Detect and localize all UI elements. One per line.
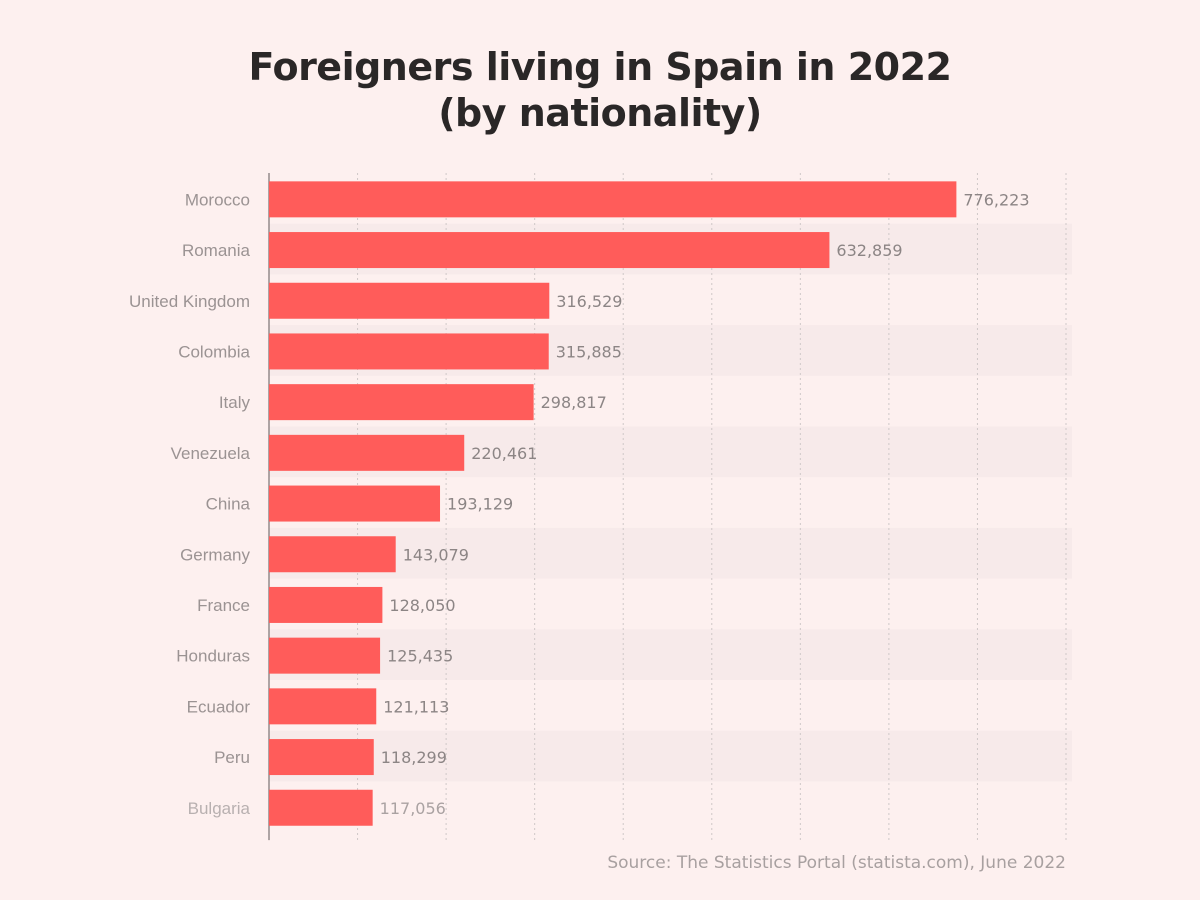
bar-italy xyxy=(269,384,534,421)
bar-united-kingdom xyxy=(269,282,550,319)
bar-honduras xyxy=(269,637,381,674)
chart-title-line2: (by nationality) xyxy=(438,91,762,135)
category-label: France xyxy=(197,596,250,615)
source-note: Source: The Statistics Portal (statista.… xyxy=(607,853,1066,873)
bar-france xyxy=(269,586,383,623)
category-label: China xyxy=(206,495,251,514)
category-label: Germany xyxy=(180,545,250,564)
value-label: 220,461 xyxy=(471,444,537,463)
bar-bulgaria xyxy=(269,789,373,826)
value-label: 125,435 xyxy=(387,647,453,666)
category-label: Honduras xyxy=(176,647,250,666)
category-label: Bulgaria xyxy=(188,799,251,818)
value-label: 193,129 xyxy=(447,495,513,514)
value-label: 121,113 xyxy=(383,697,449,716)
bar-ecuador xyxy=(269,688,377,725)
value-label: 143,079 xyxy=(403,545,469,564)
category-label: Peru xyxy=(214,748,250,767)
category-label: Italy xyxy=(219,393,251,412)
chart-title-line1: Foreigners living in Spain in 2022 xyxy=(248,45,952,89)
bar-romania xyxy=(269,232,830,269)
row-band xyxy=(269,527,1072,579)
bar-germany xyxy=(269,536,396,573)
bar-morocco xyxy=(269,181,957,218)
category-label: Morocco xyxy=(185,190,250,209)
category-label: Ecuador xyxy=(187,697,251,716)
category-label: Romania xyxy=(182,241,251,260)
category-label: Colombia xyxy=(178,342,250,361)
value-label: 117,056 xyxy=(380,799,446,818)
value-label: 298,817 xyxy=(541,393,607,412)
bar-china xyxy=(269,485,441,522)
category-label: Venezuela xyxy=(171,444,251,463)
value-label: 128,050 xyxy=(389,596,455,615)
row-band xyxy=(269,629,1072,680)
bar-peru xyxy=(269,739,374,776)
value-label: 315,885 xyxy=(556,342,622,361)
value-label: 316,529 xyxy=(556,292,622,311)
value-label: 632,859 xyxy=(836,241,902,260)
category-label: United Kingdom xyxy=(129,292,250,311)
chart-title: Foreigners living in Spain in 2022 (by n… xyxy=(0,44,1200,136)
bar-venezuela xyxy=(269,434,465,471)
row-band xyxy=(269,730,1072,782)
value-label: 118,299 xyxy=(381,748,447,767)
value-label: 776,223 xyxy=(963,190,1029,209)
bar-colombia xyxy=(269,333,549,370)
